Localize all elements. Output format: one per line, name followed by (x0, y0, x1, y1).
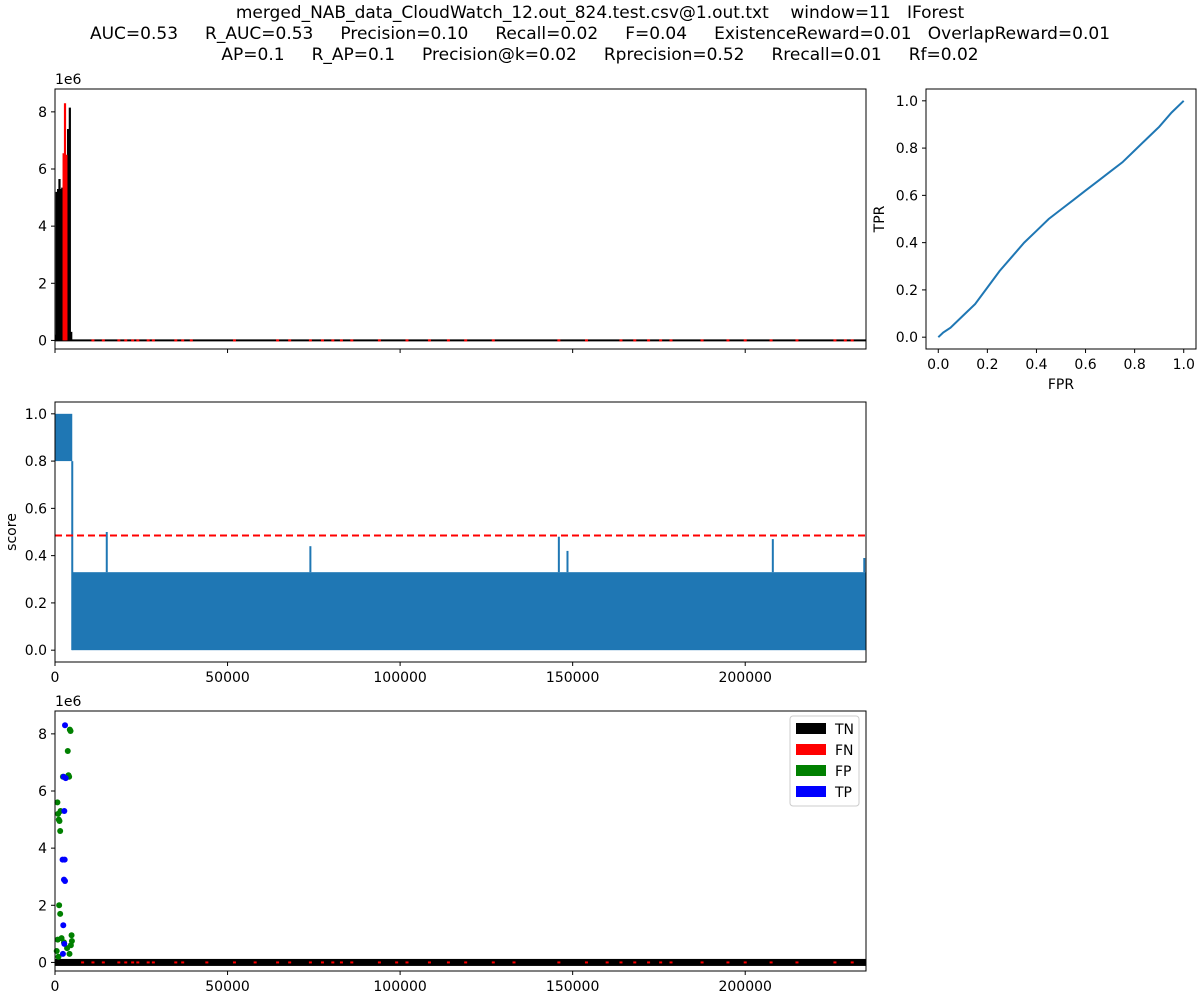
series-chart: 0 2 4 6 8 1e6 (38, 72, 867, 353)
y-tick-label: 1.0 (896, 94, 918, 110)
fp-point (66, 950, 73, 957)
x-tick-label: 150000 (546, 670, 599, 686)
legend-swatch-fn (796, 744, 826, 755)
fp-point (68, 932, 75, 939)
score-chart: 0 50000 100000 150000 200000 0.0 0.2 0.4 0.6 0.8 1… (4, 401, 867, 686)
legend-frame (789, 715, 860, 807)
x-tick-label: 0.0 (927, 357, 949, 373)
axes-frame (54, 88, 867, 350)
x-tick-label: 0.4 (1025, 357, 1047, 373)
title-line-2: AUC=0.53 R_AUC=0.53 Precision=0.10 Recal… (90, 24, 1110, 44)
tp-point (61, 940, 68, 947)
y-tick-label: 4 (38, 219, 47, 235)
axes-frame (54, 710, 867, 972)
tp-point (60, 922, 67, 929)
classification-chart: 0 50000 100000 150000 200000 0 2 4 6 8 1e6 TN FN FP TP (38, 694, 867, 995)
fp-point (55, 953, 62, 960)
x-tick-label: 200000 (718, 979, 771, 995)
score-y-axis-label: score (4, 513, 20, 551)
title-line-1: merged_NAB_data_CloudWatch_12.out_824.te… (236, 3, 965, 23)
legend-label-fn: FN (835, 743, 854, 759)
x-tick-label: 0.8 (1124, 357, 1146, 373)
tp-point (62, 878, 69, 884)
roc-y-axis-label: TPR (872, 205, 888, 233)
legend-swatch-tn (796, 723, 826, 734)
y-tick-label: 0.0 (896, 330, 918, 346)
roc-curve (937, 100, 1185, 338)
x-tick-label: 0 (51, 979, 60, 995)
roc-chart: 0.0 0.2 0.4 0.6 0.8 1.0 0.0 0.2 0.4 0.6 0.8 1.0 FPR T… (872, 88, 1197, 393)
y-tick-label: 0.8 (896, 141, 918, 157)
y-tick-label: 6 (38, 784, 47, 800)
axes-frame (54, 401, 867, 663)
y-tick-label: 0.2 (896, 283, 918, 299)
axes-frame (925, 88, 1197, 350)
y-tick-label: 0.6 (896, 188, 918, 204)
tp-point (61, 856, 68, 863)
fp-point (64, 945, 71, 952)
x-tick-label: 0.6 (1074, 357, 1096, 373)
y-tick-label: 0.2 (25, 596, 47, 612)
y-tick-label: 0.4 (25, 549, 47, 565)
fp-point (64, 748, 71, 754)
classification-legend: TN FN FP TP (789, 715, 860, 807)
y-tick-label: 4 (38, 841, 47, 857)
legend-label-tp: TP (834, 785, 852, 801)
tp-point (59, 950, 66, 957)
legend-swatch-tp (796, 786, 826, 797)
x-tick-label: 150000 (546, 979, 599, 995)
y-tick-label: 0 (38, 333, 47, 349)
y-tick-label: 2 (38, 276, 47, 292)
y-tick-label: 0.6 (25, 501, 47, 517)
y-tick-label: 8 (38, 727, 47, 743)
tp-point (62, 775, 69, 782)
y-tick-label: 2 (38, 898, 47, 914)
fp-point (57, 910, 64, 917)
score-high-band (55, 413, 73, 462)
y-tick-label: 1.0 (25, 407, 47, 423)
x-tick-label: 100000 (373, 979, 426, 995)
y-tick-label: 8 (38, 105, 47, 121)
y-tick-label: 0.0 (25, 643, 47, 659)
y-tick-label: 0 (38, 955, 47, 971)
y-tick-label: 0.4 (896, 236, 918, 252)
x-tick-label: 50000 (205, 670, 250, 686)
legend-label-tn: TN (834, 722, 854, 738)
x-tick-label: 50000 (205, 979, 250, 995)
y-tick-label: 0.8 (25, 454, 47, 470)
fp-point (67, 728, 74, 734)
y-tick-label: 6 (38, 162, 47, 178)
fp-point (56, 902, 63, 909)
classification-offset-label: 1e6 (55, 694, 82, 710)
series-offset-label: 1e6 (55, 72, 82, 88)
x-tick-label: 0 (51, 670, 60, 686)
legend-swatch-fp (796, 765, 826, 776)
legend-label-fp: FP (835, 764, 852, 780)
fp-point (56, 818, 63, 824)
fp-point (68, 938, 75, 944)
x-tick-label: 0.2 (976, 357, 998, 373)
roc-x-axis-label: FPR (1048, 377, 1074, 393)
fp-point (57, 828, 64, 834)
tn-points-band (55, 958, 866, 966)
x-tick-label: 100000 (373, 670, 426, 686)
tp-point (62, 722, 69, 729)
title-line-3: AP=0.1 R_AP=0.1 Precision@k=0.02 Rprecis… (221, 45, 978, 65)
tp-point (61, 808, 68, 814)
x-tick-label: 200000 (718, 670, 771, 686)
score-noise-band (72, 572, 867, 651)
fp-point (54, 799, 61, 806)
x-tick-label: 1.0 (1173, 357, 1195, 373)
